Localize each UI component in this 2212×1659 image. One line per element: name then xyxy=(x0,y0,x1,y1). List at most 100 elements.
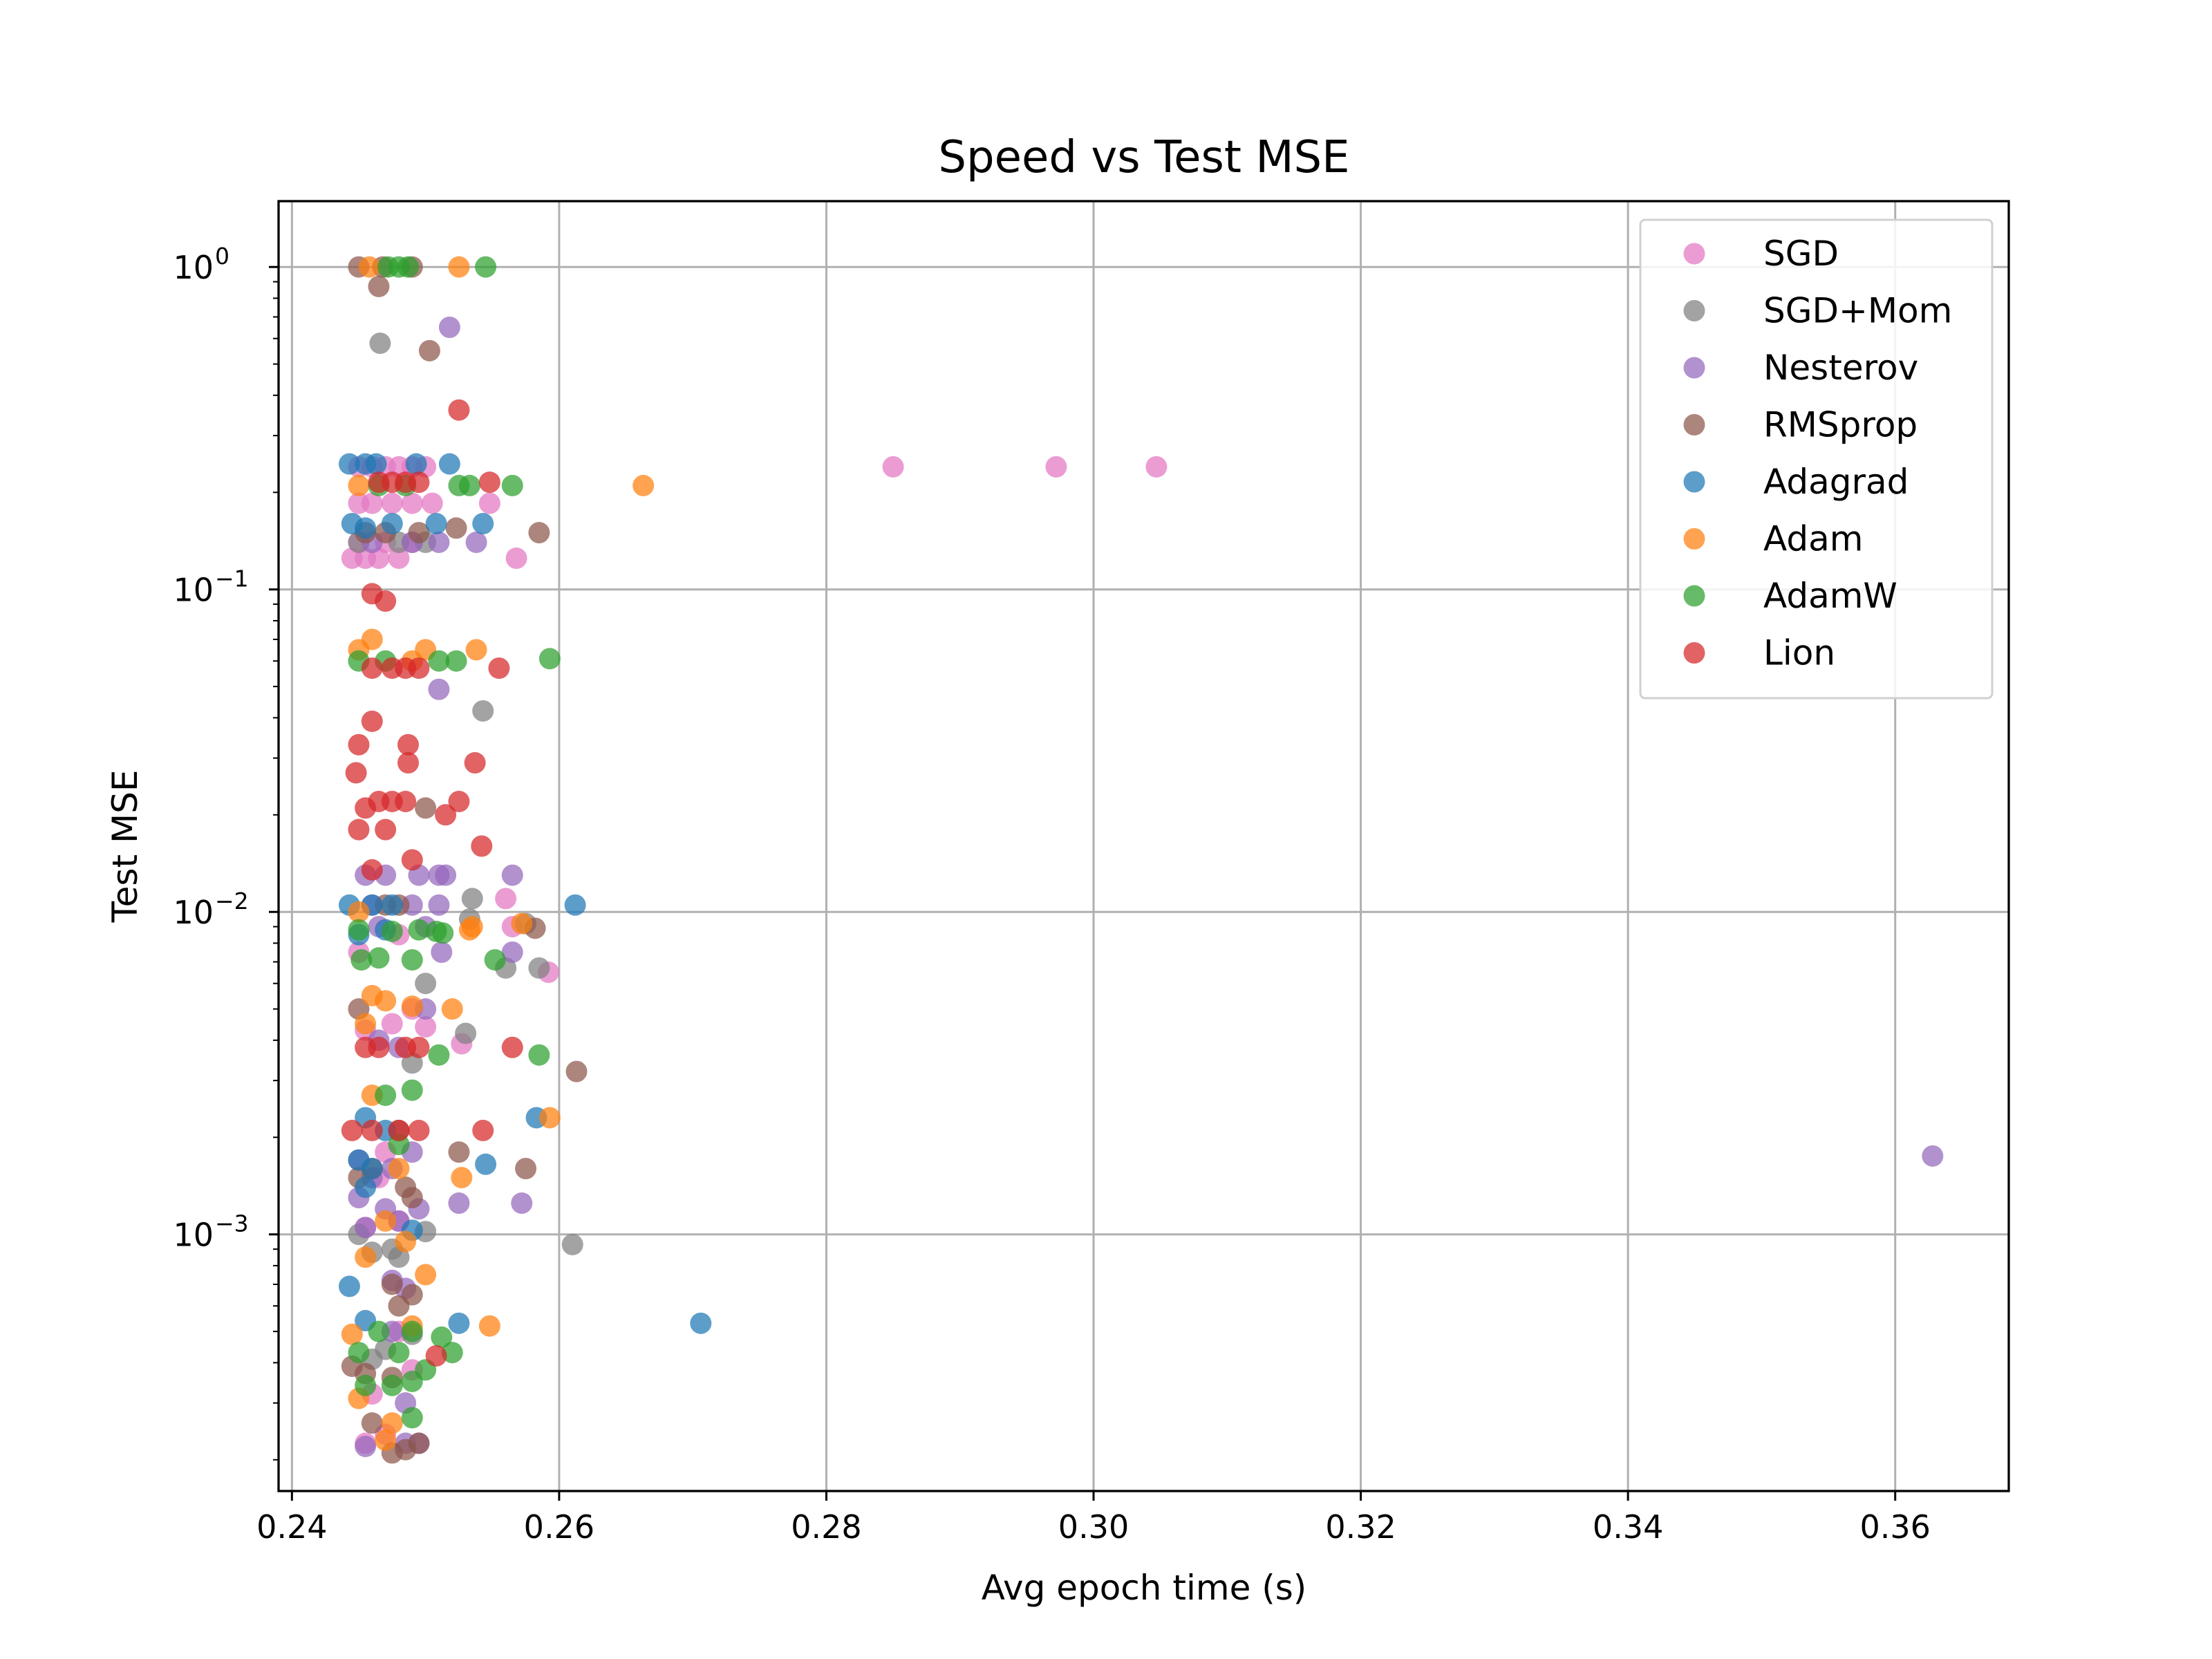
data-point xyxy=(401,1187,423,1209)
data-point xyxy=(338,1275,360,1297)
y-tick-label: 10 xyxy=(173,249,214,286)
data-point xyxy=(348,1342,370,1364)
data-point xyxy=(388,1158,410,1179)
data-point xyxy=(1922,1145,1944,1167)
data-point xyxy=(348,733,370,756)
y-axis-label: Test MSE xyxy=(105,770,145,924)
data-point xyxy=(475,256,497,278)
data-point xyxy=(882,456,904,478)
data-point xyxy=(401,849,423,871)
x-tick-label: 0.30 xyxy=(1058,1508,1129,1546)
data-point xyxy=(401,1407,423,1429)
data-point xyxy=(458,474,480,496)
data-point xyxy=(361,859,383,881)
data-point xyxy=(472,1119,494,1141)
data-point xyxy=(355,1435,377,1457)
data-point xyxy=(395,790,417,812)
plot-frame xyxy=(277,200,2010,1492)
data-point xyxy=(368,275,390,297)
data-point xyxy=(448,1192,470,1215)
data-point xyxy=(448,1312,470,1334)
data-point xyxy=(408,471,430,494)
legend-label: Nesterov xyxy=(1763,348,1918,388)
data-point xyxy=(445,650,467,672)
x-tick-label: 0.26 xyxy=(524,1508,594,1546)
data-point xyxy=(375,1084,397,1106)
data-point xyxy=(355,1217,377,1239)
data-point xyxy=(428,678,450,700)
data-point xyxy=(465,532,487,554)
data-point xyxy=(397,733,419,756)
data-point xyxy=(418,339,440,362)
data-point xyxy=(368,1036,390,1058)
data-point xyxy=(348,818,370,841)
legend-marker xyxy=(1683,528,1705,550)
data-point xyxy=(408,1432,430,1454)
data-point xyxy=(415,973,437,995)
data-point xyxy=(538,1107,561,1129)
data-point xyxy=(361,1119,383,1141)
data-point xyxy=(408,1119,430,1141)
data-point xyxy=(358,256,380,278)
data-point xyxy=(368,1320,390,1342)
data-point xyxy=(464,752,486,774)
legend-label: Adagrad xyxy=(1763,462,1909,502)
data-point xyxy=(458,919,480,941)
data-point xyxy=(361,1158,383,1179)
data-point xyxy=(388,547,410,570)
data-point xyxy=(381,1412,403,1434)
data-point xyxy=(441,998,463,1020)
data-point xyxy=(484,949,506,971)
data-point xyxy=(401,492,423,514)
data-point xyxy=(408,522,430,544)
legend-marker xyxy=(1683,585,1705,607)
data-point xyxy=(401,1079,423,1101)
legend-marker xyxy=(1683,414,1705,435)
legend-label: Lion xyxy=(1763,633,1835,673)
data-points xyxy=(338,256,1944,1464)
data-point xyxy=(465,639,487,661)
data-point xyxy=(565,1060,588,1082)
legend-label: RMSprop xyxy=(1763,405,1918,445)
data-point xyxy=(338,453,360,475)
data-point xyxy=(415,797,437,819)
data-point xyxy=(355,1177,377,1199)
legend-marker xyxy=(1683,243,1705,265)
data-point xyxy=(431,1326,453,1348)
chart-title: Speed vs Test MSE xyxy=(938,132,1349,183)
legend-marker xyxy=(1683,642,1705,664)
y-tick-label: 10 xyxy=(173,1217,214,1254)
data-point xyxy=(368,947,390,969)
legend-label: SGD xyxy=(1763,234,1839,274)
legend-marker xyxy=(1683,357,1705,379)
legend-label: Adam xyxy=(1763,519,1863,559)
data-point xyxy=(375,1429,397,1451)
data-point xyxy=(428,650,450,672)
data-point xyxy=(435,804,457,826)
data-point xyxy=(448,790,470,812)
data-point xyxy=(381,513,403,534)
data-point xyxy=(564,894,586,916)
grid-lines xyxy=(279,201,2009,1491)
x-tick-label: 0.24 xyxy=(256,1508,327,1546)
legend-label: SGD+Mom xyxy=(1763,291,1952,331)
data-point xyxy=(528,957,550,979)
data-point xyxy=(448,399,470,421)
data-point xyxy=(528,522,550,544)
data-point xyxy=(415,1264,437,1286)
y-tick-exponent: −2 xyxy=(215,888,249,915)
data-point xyxy=(361,1412,383,1434)
x-tick-label: 0.28 xyxy=(791,1508,861,1546)
x-axis-label: Avg epoch time (s) xyxy=(982,1568,1307,1608)
legend-marker xyxy=(1683,471,1705,493)
legend-frame xyxy=(1639,218,1994,700)
data-point xyxy=(341,1323,363,1345)
data-point xyxy=(355,1246,377,1268)
data-point xyxy=(348,919,370,941)
data-point xyxy=(438,316,460,338)
data-point xyxy=(478,1315,500,1337)
data-point xyxy=(375,818,397,841)
data-point xyxy=(408,1036,430,1058)
data-point xyxy=(501,864,523,886)
data-point xyxy=(388,1295,410,1317)
